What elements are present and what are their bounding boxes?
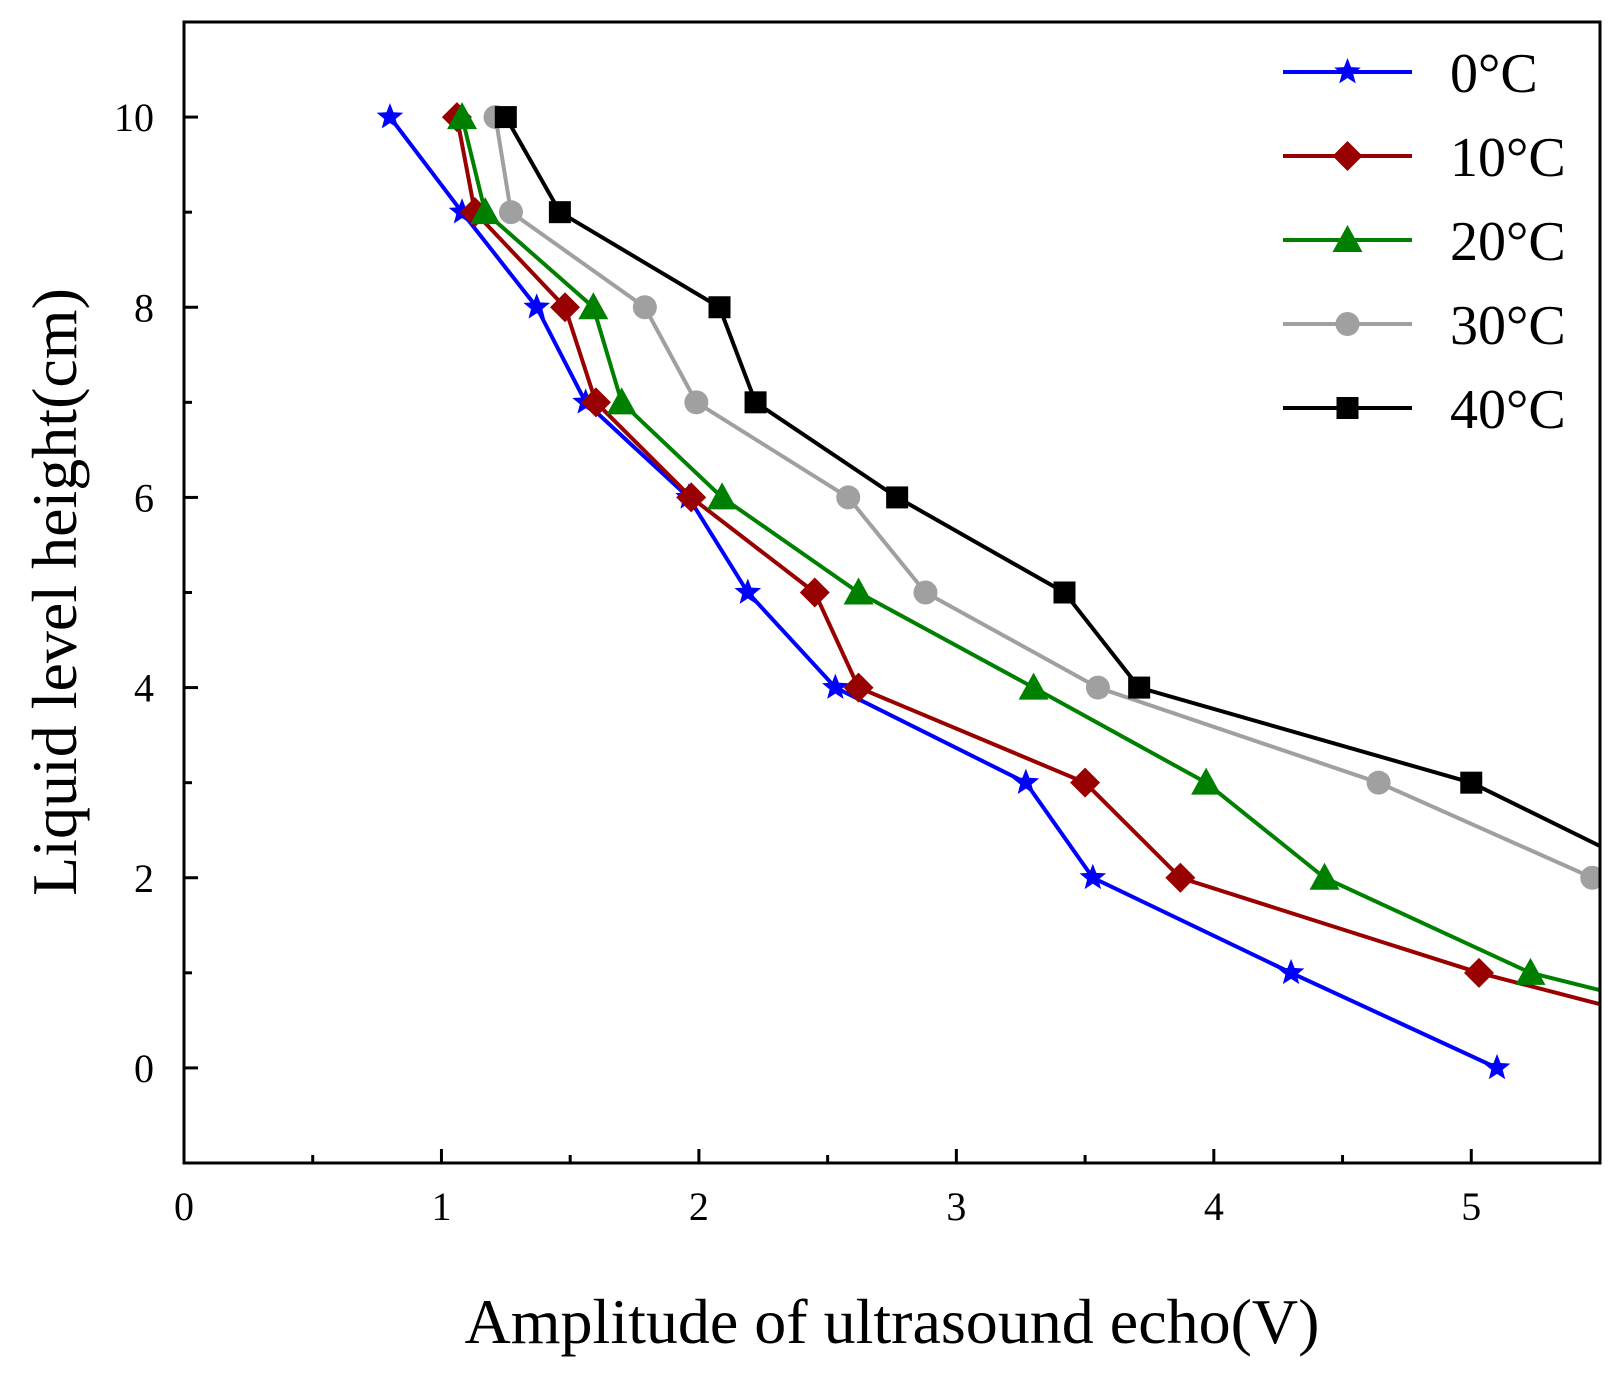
data-point [470, 197, 501, 225]
legend-label: 30°C [1450, 295, 1566, 357]
y-tick-label: 6 [134, 475, 154, 520]
series-line [454, 116, 1600, 1007]
series-layer [376, 102, 1624, 1080]
data-point [1085, 675, 1110, 700]
series-4 [494, 106, 1624, 870]
data-point [1018, 672, 1049, 700]
data-point [843, 577, 874, 605]
y-tick-label: 4 [134, 666, 154, 711]
legend-item: 20°C [1283, 211, 1566, 273]
data-point [606, 387, 637, 415]
x-tick-label: 0 [174, 1184, 194, 1229]
legend-item: 30°C [1283, 295, 1566, 357]
legend-marker [1332, 225, 1363, 252]
data-point [1366, 770, 1391, 795]
data-point [836, 485, 861, 510]
x-tick-label: 2 [689, 1184, 709, 1229]
data-point [548, 201, 571, 224]
data-point [498, 200, 523, 225]
data-point [1012, 768, 1040, 794]
legend-label: 10°C [1450, 127, 1566, 189]
data-point [734, 578, 762, 604]
data-point [1615, 848, 1624, 870]
data-point [822, 673, 849, 699]
legend-marker [1335, 312, 1360, 336]
data-point [707, 482, 738, 510]
data-point [1053, 581, 1076, 604]
data-point [676, 482, 707, 513]
data-point [1128, 676, 1151, 699]
axes: 0 1 2 3 4 5 0 2 4 6 8 10 [114, 20, 1602, 1229]
series-1 [441, 102, 1624, 1026]
data-point [1463, 957, 1494, 988]
data-point [913, 580, 938, 605]
legend-label: 20°C [1450, 211, 1566, 273]
data-point [744, 391, 767, 414]
data-point [1515, 957, 1546, 985]
data-point [1165, 862, 1196, 893]
data-point [1611, 982, 1624, 1009]
data-point [1483, 1053, 1511, 1080]
data-point [1580, 865, 1600, 890]
y-tick-label: 0 [134, 1046, 154, 1091]
data-point [886, 486, 909, 509]
y-axis-title: Liquid level height(cm) [19, 288, 90, 896]
data-point [578, 292, 609, 320]
legend-marker [1334, 58, 1361, 84]
legend: 0°C 10°C 20°C 30°C 40°C [1283, 43, 1566, 441]
legend-item: 40°C [1283, 379, 1566, 441]
data-point [580, 387, 611, 418]
data-point [523, 293, 551, 319]
data-point [1191, 767, 1222, 795]
y-tick-label: 2 [134, 856, 154, 901]
x-tick-label: 1 [431, 1184, 451, 1229]
x-tick-label: 4 [1204, 1184, 1224, 1229]
data-point [376, 103, 404, 129]
data-point [1460, 771, 1483, 794]
legend-marker [1336, 397, 1359, 419]
data-point [708, 296, 731, 319]
data-point [684, 390, 709, 415]
data-point [1277, 958, 1305, 985]
data-point [799, 577, 830, 608]
data-point [550, 292, 581, 323]
data-point [447, 102, 478, 130]
legend-marker [1332, 141, 1363, 171]
y-tick-label: 8 [134, 285, 154, 330]
legend-item: 0°C [1283, 43, 1538, 105]
series-2 [447, 102, 1624, 1009]
data-point [1079, 863, 1107, 890]
x-axis-title: Amplitude of ultrasound echo(V) [465, 1286, 1320, 1357]
legend-label: 40°C [1450, 379, 1566, 441]
plot-frame [182, 20, 1602, 1165]
x-tick-label: 5 [1461, 1184, 1481, 1229]
data-point [843, 672, 874, 703]
data-point [1070, 767, 1101, 798]
y-tick-label: 10 [114, 95, 154, 140]
data-point [1309, 862, 1340, 890]
x-tick-label: 3 [946, 1184, 966, 1229]
data-point [1611, 996, 1624, 1026]
legend-item: 10°C [1283, 127, 1566, 189]
data-point [494, 106, 517, 129]
data-point [632, 295, 657, 320]
legend-label: 0°C [1450, 43, 1538, 105]
